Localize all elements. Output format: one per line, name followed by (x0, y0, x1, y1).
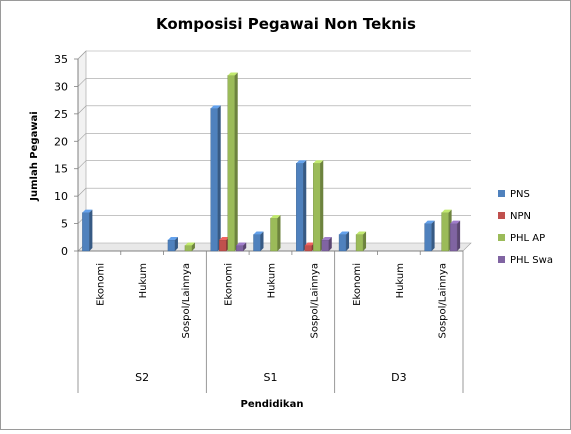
bar-npn (304, 245, 312, 252)
legend: PNS NPN PHL AP PHL Swa (498, 189, 553, 266)
bar-top (441, 209, 452, 213)
bar-top (296, 160, 307, 164)
legend-swatch-npn (498, 212, 505, 219)
bar-phl-ap (313, 163, 321, 252)
bar-pns (82, 212, 90, 252)
bar-top (253, 231, 264, 235)
bars (82, 72, 461, 252)
gridline-depth (77, 105, 87, 115)
chart-title: Komposisi Pegawai Non Teknis (156, 15, 416, 33)
bar-side (243, 242, 247, 251)
bar-top (339, 231, 350, 235)
gridline-depth (77, 187, 87, 197)
gridline-depth (77, 133, 87, 142)
bar-side (363, 231, 367, 251)
bar-side (431, 220, 435, 251)
bar-side (234, 72, 238, 251)
axis-labels: 0 5 10 15 20 25 30 35 Ekonomi Hukum Sospol/Lainnya… (54, 53, 449, 384)
x-group-label: D3 (391, 371, 406, 384)
bar-top (270, 215, 281, 219)
bar-phl-ap (227, 75, 235, 252)
y-tick-label: 25 (54, 108, 68, 121)
legend-label: NPN (510, 211, 531, 222)
bar-phl-ap (441, 212, 449, 252)
bar-pns (210, 108, 218, 252)
bar-side (346, 231, 350, 251)
x-category-label: Hukum (138, 263, 149, 298)
plot-back-wall (86, 51, 471, 243)
gridline-depth (77, 50, 87, 60)
bar-side (303, 160, 307, 251)
bar-pns (167, 239, 176, 252)
x-category-label: Ekonomi (224, 263, 235, 306)
y-tick-label: 10 (54, 190, 68, 203)
bar-phl-ap (184, 245, 193, 252)
bar-top (82, 209, 93, 213)
y-tick-label: 20 (54, 135, 68, 148)
bar-npn (219, 239, 227, 252)
x-group-label: S2 (135, 371, 149, 384)
bar-phl-swa (449, 223, 458, 252)
x-category-label: Hukum (395, 263, 406, 298)
bar-top (219, 237, 230, 241)
x-category-label: Ekonomi (95, 263, 106, 306)
y-tick-label: 35 (54, 53, 68, 66)
bar-top (424, 220, 435, 224)
bar-top (167, 237, 178, 241)
bar-pns (253, 234, 261, 252)
x-category-label: Ekonomi (352, 263, 363, 306)
bar-pns (424, 223, 432, 252)
bar-top (450, 220, 461, 224)
bar-side (174, 237, 178, 251)
y-tick-label: 15 (54, 163, 68, 176)
bar-side (320, 160, 324, 251)
bar-side (260, 231, 264, 251)
bar-phl-swa (321, 239, 329, 252)
bar-pns (296, 163, 304, 252)
x-category-label: Hukum (267, 263, 278, 298)
axes (74, 58, 464, 393)
bar-top (236, 242, 247, 246)
gridline-depth (77, 160, 87, 169)
bar-top (321, 237, 332, 241)
bar-top (210, 105, 221, 109)
x-category-label: Sospol/Lainnya (309, 263, 320, 339)
bar-phl-ap (270, 217, 278, 252)
bar-top (184, 242, 195, 246)
y-tick-label: 5 (61, 218, 68, 231)
y-tick-label: 30 (54, 80, 68, 93)
bar-top (227, 72, 238, 76)
bar-top (304, 242, 315, 246)
bar-side (217, 105, 221, 251)
x-group-label: S1 (264, 371, 278, 384)
bar-phl-swa (236, 245, 244, 252)
bar-side (191, 242, 195, 251)
bar-side (457, 220, 461, 251)
bar-pns (338, 234, 347, 252)
x-category-label: Sospol/Lainnya (438, 263, 449, 339)
legend-swatch-phl-ap (498, 234, 505, 241)
bar-top (313, 160, 324, 164)
x-category-label: Sospol/Lainnya (181, 263, 192, 339)
legend-label: PHL Swa (510, 255, 553, 266)
legend-label: PNS (510, 189, 530, 200)
gridline-depth (77, 78, 87, 87)
bar-top (356, 231, 367, 235)
bar-side (277, 215, 281, 251)
legend-label: PHL AP (510, 233, 545, 244)
x-axis-title: Pendidikan (241, 399, 304, 410)
legend-swatch-pns (498, 190, 505, 197)
legend-swatch-phl-swa (498, 256, 505, 263)
bar-side (89, 209, 93, 251)
y-axis-title: Jumlah Pegawai (29, 111, 40, 201)
bar-phl-ap (355, 234, 364, 252)
bar-side (328, 237, 332, 251)
y-tick-label: 0 (61, 245, 68, 258)
